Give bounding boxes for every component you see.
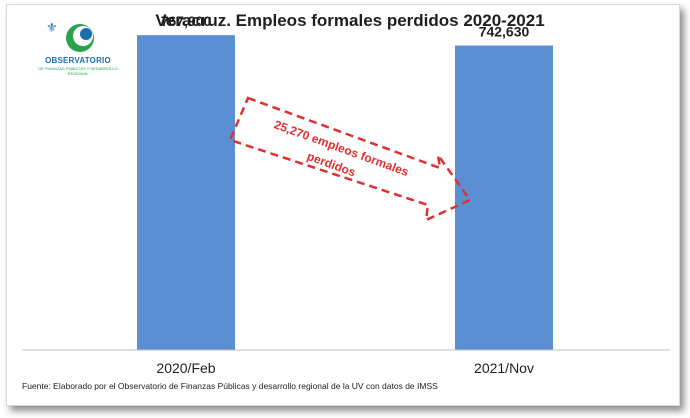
data-label: 767,900 [161, 13, 212, 29]
bar-2020-feb [137, 35, 235, 350]
x-tick-label: 2021/Nov [474, 360, 534, 376]
annotation-arrow [228, 96, 472, 223]
data-label: 742,630 [479, 24, 530, 40]
bar-2021-nov [455, 45, 553, 351]
svg-text:⚜: ⚜ [46, 21, 58, 36]
logo-title: OBSERVATORIO [45, 56, 111, 65]
source-note: Fuente: Elaborado por el Observatorio de… [22, 381, 438, 391]
x-tick-label: 2020/Feb [156, 360, 215, 376]
logo-subtitle: DE FINANZAS PÚBLICAS Y DESARROLLO REGION… [38, 66, 118, 76]
observatorio-logo-icon: ⚜ [46, 21, 94, 52]
chart-title: Veracruz. Empleos formales perdidos 2020… [155, 11, 545, 30]
chart-frame [6, 4, 680, 406]
